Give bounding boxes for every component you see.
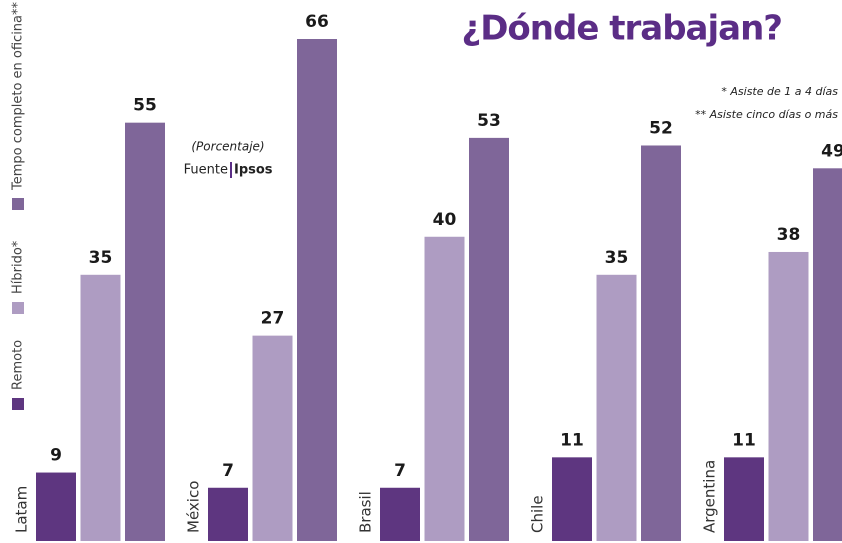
chart-title: ¿Dónde trabajan? xyxy=(461,9,782,49)
note: * Asiste de 1 a 4 días xyxy=(721,85,838,98)
x-tick-label: México xyxy=(185,481,203,533)
bar xyxy=(36,472,76,541)
value-label: 66 xyxy=(305,12,329,32)
bar xyxy=(380,487,420,541)
value-label: 38 xyxy=(777,225,801,245)
unit-note: (Porcentaje) xyxy=(191,140,264,154)
bar xyxy=(552,457,592,541)
legend-swatch xyxy=(12,302,24,314)
bar xyxy=(297,39,337,541)
value-label: 9 xyxy=(50,446,62,466)
value-label: 49 xyxy=(821,141,842,161)
bar xyxy=(724,457,764,541)
bar xyxy=(596,274,637,541)
value-label: 35 xyxy=(605,248,629,268)
x-tick-label: Latam xyxy=(13,486,31,533)
legend-swatch xyxy=(12,198,24,210)
x-tick-label: Argentina xyxy=(701,460,719,533)
value-label: 55 xyxy=(133,96,157,116)
value-label: 11 xyxy=(732,430,756,450)
bar xyxy=(125,122,165,542)
value-label: 7 xyxy=(222,461,234,481)
source-separator xyxy=(230,162,232,178)
legend-label: Tempo completo en oficina** xyxy=(11,1,26,191)
bar xyxy=(252,335,293,541)
value-label: 27 xyxy=(261,309,285,329)
bar xyxy=(813,168,842,541)
value-label: 35 xyxy=(89,248,113,268)
legend-swatch xyxy=(12,398,24,410)
x-tick-label: Brasil xyxy=(357,491,375,533)
bar xyxy=(208,487,248,541)
bar xyxy=(768,251,809,541)
value-label: 52 xyxy=(649,118,673,138)
value-label: 53 xyxy=(477,111,501,131)
value-label: 7 xyxy=(394,461,406,481)
value-label: 11 xyxy=(560,430,584,450)
legend-label: Híbrido* xyxy=(11,240,26,294)
bar xyxy=(641,145,681,541)
bar xyxy=(424,236,465,541)
bar xyxy=(469,137,509,541)
bar xyxy=(80,274,121,541)
source-label: Fuente xyxy=(184,163,228,178)
x-tick-label: Chile xyxy=(529,495,547,533)
note: ** Asiste cinco días o más xyxy=(695,108,838,121)
legend-label: Remoto xyxy=(11,340,26,390)
source-name: Ipsos xyxy=(234,163,273,178)
value-label: 40 xyxy=(433,210,457,230)
